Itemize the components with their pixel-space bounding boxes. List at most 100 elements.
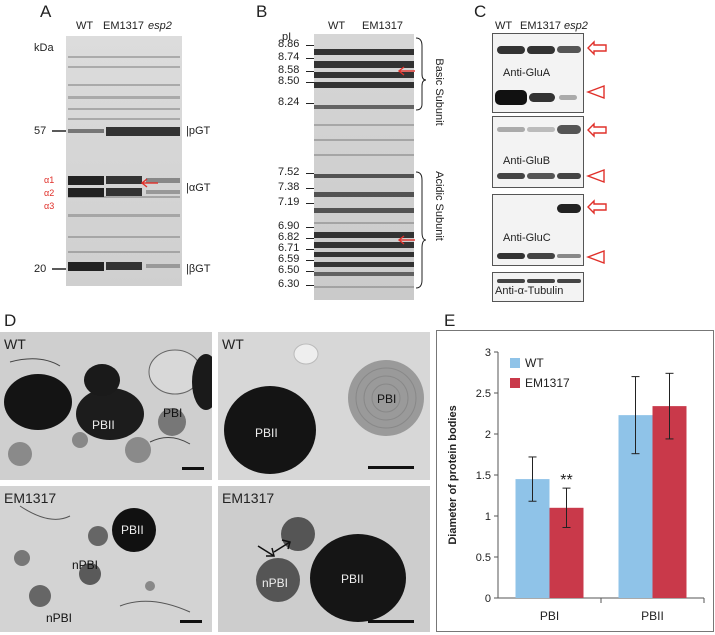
em-label-pbii-3: PBII [121, 523, 144, 537]
y-tick-label: 0.5 [476, 552, 491, 564]
em-label-npbi-3a: nPBI [72, 558, 99, 572]
pi-label: 8.50 [278, 75, 300, 87]
y-tick-label: 3 [485, 347, 491, 359]
lane-label-wt-b: WT [328, 20, 346, 32]
em-title-wt-2: WT [222, 336, 244, 352]
legend-label: EM1317 [525, 376, 570, 390]
legend-swatch [510, 378, 520, 388]
sds-gel-bands [68, 56, 180, 271]
alpha2-label: α2 [44, 188, 55, 198]
em-image-em1317-2-svg [256, 517, 414, 623]
alpha3-label: α3 [44, 201, 55, 211]
y-axis-title: Diameter of protein bodies [447, 405, 459, 544]
lane-label-em1317-b: EM1317 [362, 20, 403, 32]
y-tick-label: 2 [485, 429, 491, 441]
lane-label-em1317-c: EM1317 [520, 20, 561, 32]
pi-label: 8.24 [278, 96, 300, 108]
kda-unit-label: kDa [34, 42, 54, 54]
pi-tick [306, 71, 316, 72]
pi-label: 6.30 [278, 278, 300, 290]
em-title-em1317-1: EM1317 [4, 490, 57, 506]
panel-letter-b: B [256, 2, 268, 21]
lane-label-esp2: esp2 [148, 20, 172, 32]
em-image-wt-1: WT PBI PBII [0, 332, 212, 480]
bar-chart-protein-bodies: 0 0.5 1 1.5 2 2.5 3 Diameter of protein bodies *… [436, 330, 714, 632]
marker-ticks [52, 130, 66, 270]
em-label-pbi-1: PBI [163, 406, 183, 420]
em-image-wt-2-svg [224, 343, 424, 474]
pi-tick [306, 203, 316, 204]
basic-subunit-label: Basic Subunit [433, 58, 445, 126]
marker-57: 57 [34, 125, 47, 137]
panel-letter-d: D [4, 311, 17, 330]
pi-tick [306, 271, 316, 272]
band-label-bgt: |βGT [186, 263, 211, 275]
blot-glua: Anti-GluA [492, 33, 584, 113]
lane-label-em1317: EM1317 [103, 20, 144, 32]
em-label-pbii-1: PBII [92, 418, 115, 432]
pi-tick [306, 173, 316, 174]
pi-label: 7.52 [278, 166, 300, 178]
pi-axis-label: pI [282, 31, 292, 43]
pi-label: 6.59 [278, 253, 300, 265]
pi-label: 7.19 [278, 196, 300, 208]
y-tick-label: 1.5 [476, 470, 491, 482]
em-label-pbi-2: PBI [377, 392, 397, 406]
pi-tick [306, 249, 316, 250]
y-tick-label: 1 [485, 511, 491, 523]
pi-tick [306, 227, 316, 228]
alpha1-label: α1 [44, 175, 55, 185]
chart-frame [436, 330, 714, 632]
em-label-npbi-3b: nPBI [46, 611, 73, 625]
2d-gel-bands [314, 49, 414, 288]
red-arrow-icon [397, 235, 415, 245]
y-tick-label: 2.5 [476, 388, 491, 400]
pi-tick [306, 188, 316, 189]
pi-tick [306, 285, 316, 286]
subunit-brackets [415, 37, 427, 289]
blot-gluc: Anti-GluC [492, 194, 584, 266]
red-marker-icons [586, 40, 607, 265]
y-tick-label: 0 [485, 593, 491, 605]
em-title-wt-1: WT [4, 336, 26, 352]
band-label-agt: |αGT [186, 182, 211, 194]
red-arrow-icon [140, 178, 158, 188]
pi-label: 6.71 [278, 242, 300, 254]
marker-20: 20 [34, 263, 47, 275]
pi-label: 8.58 [278, 64, 300, 76]
em-image-em1317-1-svg [14, 505, 202, 623]
pi-tick [306, 103, 316, 104]
pi-label: 7.38 [278, 181, 300, 193]
pi-label: 6.82 [278, 231, 300, 243]
x-category-label: PBI [540, 609, 559, 623]
panel-letter-a: A [40, 2, 52, 21]
em-label-pbii-2: PBII [255, 426, 278, 440]
panel-letter-c: C [474, 2, 487, 21]
pi-tick [306, 238, 316, 239]
legend-label: WT [525, 356, 544, 370]
significance-annotation: ** [560, 472, 572, 489]
blot-tubulin: Anti-α-Tubulin [492, 272, 584, 302]
blot-label-tubulin: Anti-α-Tubulin [495, 285, 564, 297]
em-image-em1317-2: EM1317 nPBI PBII [218, 486, 430, 632]
2d-gel-image [314, 34, 414, 300]
pi-label: 8.86 [278, 38, 300, 50]
blot-label-gluc: Anti-GluC [503, 232, 551, 244]
em-label-npbi-4: nPBI [262, 576, 289, 590]
acidic-subunit-label: Acidic Subunit [433, 171, 445, 241]
em-image-wt-2: WT PBII PBI [218, 332, 430, 480]
legend-swatch [510, 358, 520, 368]
panel-letter-e: E [444, 311, 456, 330]
blot-label-glua: Anti-GluA [503, 67, 551, 79]
pi-tick [306, 82, 316, 83]
band-label-pgt: |pGT [186, 125, 211, 137]
blot-label-glub: Anti-GluB [503, 155, 551, 167]
lane-label-wt: WT [76, 20, 94, 32]
em-title-em1317-2: EM1317 [222, 490, 275, 506]
pi-label: 6.50 [278, 264, 300, 276]
pi-tick [306, 45, 316, 46]
em-label-pbii-4: PBII [341, 572, 364, 586]
pi-tick [306, 260, 316, 261]
em-image-wt-1-svg [4, 349, 212, 470]
lane-label-wt-c: WT [495, 20, 513, 32]
